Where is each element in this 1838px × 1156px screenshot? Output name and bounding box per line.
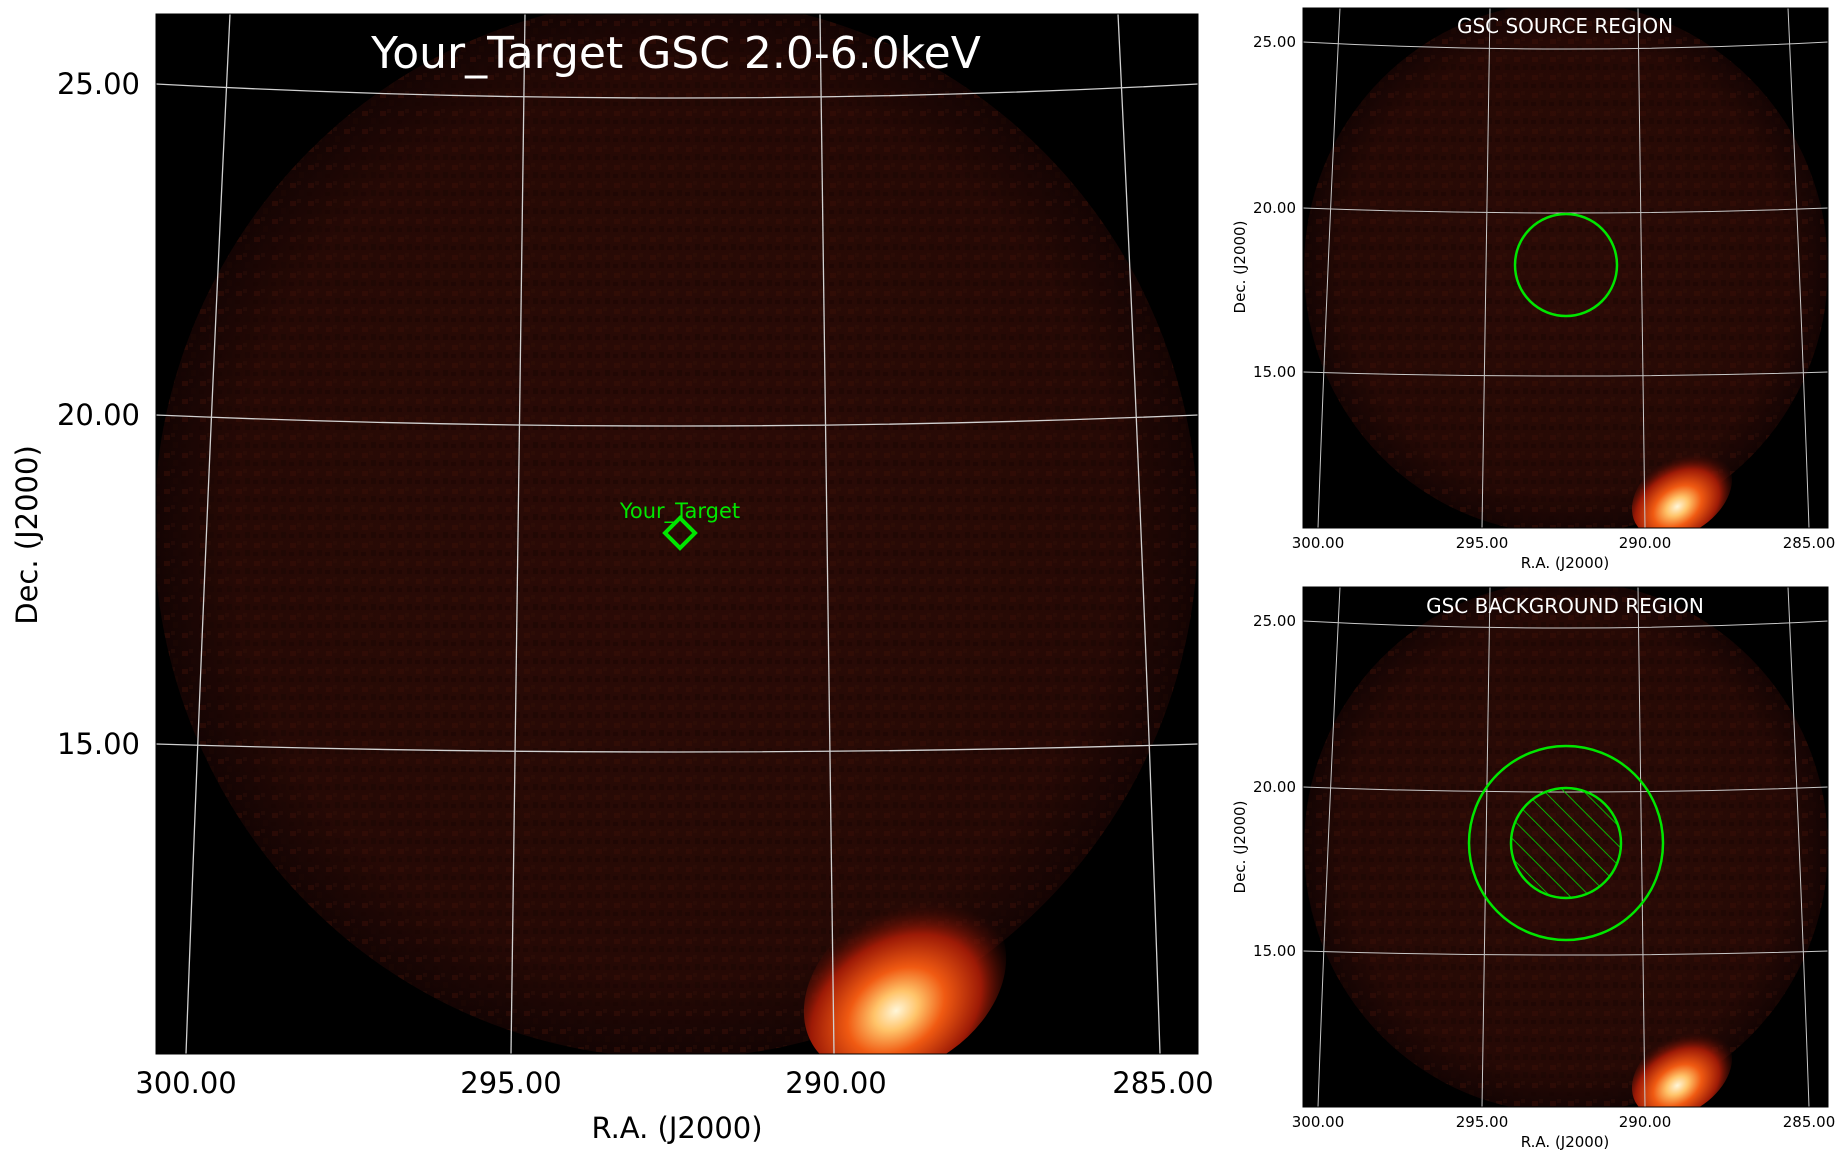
source-y-axis-label: Dec. (J2000) (1231, 221, 1249, 314)
y-tick-label: 15.00 (1253, 363, 1296, 381)
y-tick-label: 20.00 (1253, 199, 1296, 217)
background-outer-circle (1467, 744, 1665, 942)
x-tick-label: 300.00 (135, 1066, 236, 1100)
main-bright-source (803, 894, 1007, 1054)
grid-ra-295 (1481, 8, 1491, 528)
x-tick-label: 290.00 (1619, 534, 1672, 552)
background-title: GSC BACKGROUND REGION (1426, 594, 1704, 618)
target-diamond-icon (662, 515, 698, 551)
y-tick-label: 15.00 (1253, 942, 1296, 960)
main-y-ticks: 25.00 20.00 15.00 (57, 67, 140, 761)
grid-dec-25 (156, 83, 1198, 99)
x-tick-label: 300.00 (1292, 534, 1345, 552)
background-x-axis-label: R.A. (J2000) (1521, 1133, 1610, 1151)
main-image: Your_Target (156, 14, 1198, 1054)
grid-ra-295 (510, 14, 526, 1054)
source-x-axis-label: R.A. (J2000) (1521, 554, 1610, 572)
grid-ra-285 (1787, 8, 1810, 528)
background-frame (1302, 586, 1829, 1108)
grid-dec-25 (1303, 620, 1828, 629)
grid-ra-295 (1481, 587, 1491, 1107)
x-tick-label: 285.00 (1112, 1066, 1213, 1100)
grid-dec-25 (1303, 41, 1828, 50)
x-tick-label: 295.00 (1456, 534, 1509, 552)
main-title: Your_Target GSC 2.0-6.0keV (370, 28, 981, 79)
source-title: GSC SOURCE REGION (1457, 14, 1673, 38)
background-excluded-circle (1509, 786, 1623, 900)
background-region-panel: GSC BACKGROUND REGION 25.00 20.00 15.00 … (1231, 586, 1836, 1151)
x-tick-label: 300.00 (1292, 1113, 1345, 1131)
grid-dec-15 (1303, 371, 1828, 377)
source-region-circle (1513, 212, 1619, 318)
x-tick-label: 285.00 (1783, 534, 1836, 552)
main-field-noise (156, 14, 1198, 1054)
source-bright-source (1631, 449, 1733, 528)
source-x-ticks: 300.00 295.00 290.00 285.00 (1292, 534, 1836, 552)
background-bright-source (1631, 1028, 1733, 1107)
source-field-noise (1304, 8, 1828, 528)
x-tick-label: 285.00 (1783, 1113, 1836, 1131)
x-tick-label: 290.00 (1619, 1113, 1672, 1131)
main-grid (156, 14, 1198, 1054)
grid-ra-300 (185, 14, 231, 1054)
x-tick-label: 290.00 (785, 1066, 886, 1100)
x-tick-label: 295.00 (460, 1066, 561, 1100)
y-tick-label: 20.00 (57, 398, 140, 432)
y-tick-label: 25.00 (1253, 33, 1296, 51)
main-frame (155, 13, 1199, 1055)
x-tick-label: 295.00 (1456, 1113, 1509, 1131)
background-x-ticks: 300.00 295.00 290.00 285.00 (1292, 1113, 1836, 1131)
main-panel: Your_Target Your_Target GSC 2.0-6.0keV 2… (10, 13, 1214, 1145)
background-y-axis-label: Dec. (J2000) (1231, 801, 1249, 894)
grid-ra-300 (1317, 8, 1341, 528)
y-tick-label: 20.00 (1253, 778, 1296, 796)
main-y-axis-label: Dec. (J2000) (10, 445, 44, 625)
target-marker: Your_Target (619, 499, 740, 551)
grid-ra-290 (1637, 8, 1646, 528)
source-image (1303, 8, 1828, 528)
source-y-ticks: 25.00 20.00 15.00 (1253, 33, 1296, 381)
grid-dec-15 (156, 743, 1198, 753)
grid-ra-285 (1117, 14, 1161, 1054)
grid-ra-285 (1787, 587, 1810, 1107)
background-y-ticks: 25.00 20.00 15.00 (1253, 612, 1296, 960)
y-tick-label: 15.00 (57, 727, 140, 761)
grid-dec-20 (156, 414, 1198, 427)
grid-ra-290 (1637, 587, 1646, 1107)
source-grid (1303, 8, 1828, 528)
y-tick-label: 25.00 (57, 67, 140, 101)
main-x-axis-label: R.A. (J2000) (591, 1111, 762, 1145)
grid-ra-300 (1317, 587, 1341, 1107)
main-x-ticks: 300.00 295.00 290.00 285.00 (135, 1066, 1213, 1100)
grid-ra-290 (819, 14, 835, 1054)
source-frame (1302, 7, 1829, 529)
background-image (1303, 587, 1828, 1107)
y-tick-label: 25.00 (1253, 612, 1296, 630)
grid-dec-15 (1303, 950, 1828, 956)
target-label: Your_Target (619, 499, 740, 524)
source-region-panel: GSC SOURCE REGION 25.00 20.00 15.00 300.… (1231, 7, 1836, 572)
